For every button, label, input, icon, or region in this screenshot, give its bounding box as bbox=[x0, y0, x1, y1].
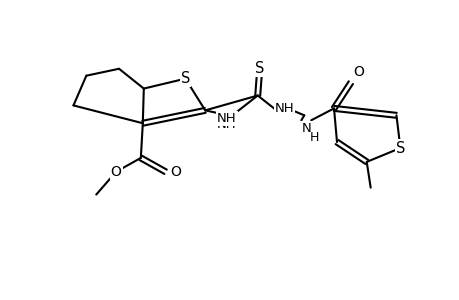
Text: H: H bbox=[308, 131, 318, 144]
Text: N: N bbox=[301, 122, 310, 135]
Text: O: O bbox=[110, 165, 121, 179]
Text: S: S bbox=[180, 71, 190, 86]
Text: S: S bbox=[254, 61, 264, 76]
Text: O: O bbox=[352, 65, 363, 79]
Text: NH: NH bbox=[217, 112, 236, 125]
Text: S: S bbox=[395, 140, 404, 155]
Text: NH: NH bbox=[217, 118, 236, 131]
Text: O: O bbox=[170, 165, 181, 179]
Text: NH: NH bbox=[274, 102, 294, 115]
